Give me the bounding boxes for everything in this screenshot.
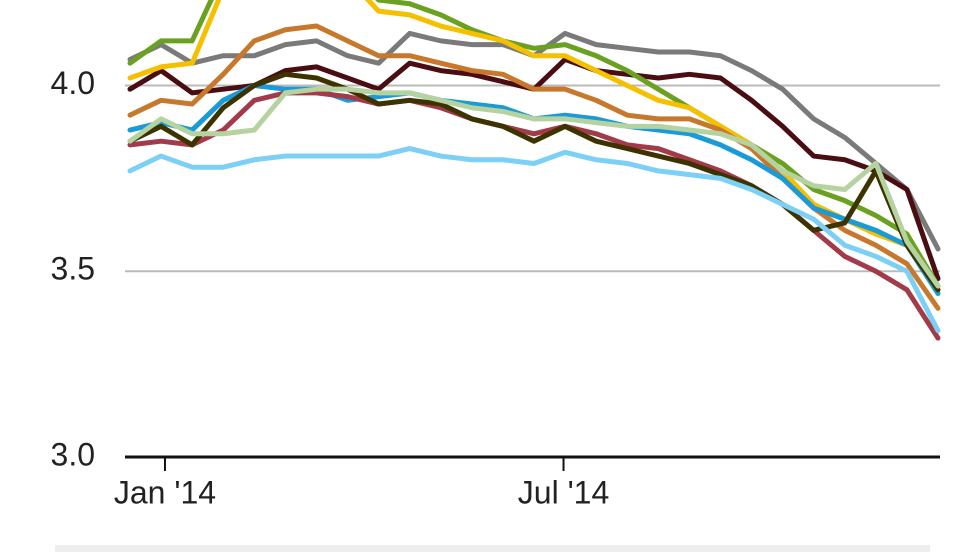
series-line: [127, 23, 941, 311]
series-line: [127, 71, 941, 293]
series-line: [127, 56, 941, 282]
y-tick-label: 4.0: [51, 65, 95, 101]
series-line: [127, 0, 941, 293]
legend-box: [55, 545, 930, 552]
x-tick-label: Jan '14: [114, 474, 216, 510]
x-tick-label: Jul '14: [518, 474, 610, 510]
y-tick-label: 3.0: [51, 436, 95, 472]
series-line: [127, 146, 941, 334]
series-line: [127, 86, 941, 289]
lines: [127, 0, 941, 341]
y-tick-label: 3.5: [51, 251, 95, 287]
